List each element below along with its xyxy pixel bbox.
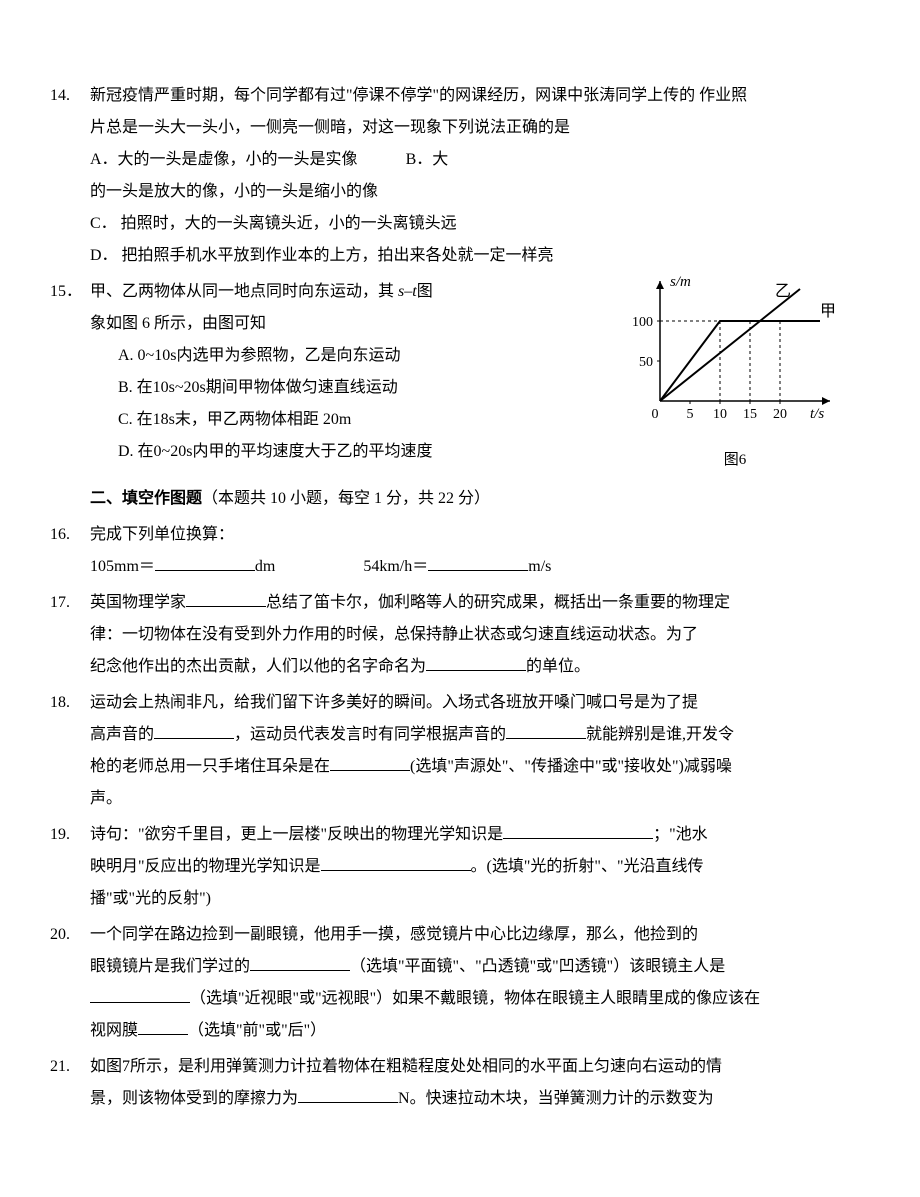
q18-p2a: 高声音的 — [90, 726, 154, 743]
q18-p3a: 枪的老师总用一只手堵住耳朵是在 — [90, 758, 330, 775]
q17-p1a: 英国物理学家 — [90, 594, 186, 611]
q15-stem-1b: s–t — [398, 283, 417, 300]
q20-number: 20. — [50, 919, 70, 951]
question-15: 50 100 5 10 15 20 0 s/m t/s — [90, 276, 850, 475]
ytick-100: 100 — [632, 315, 653, 330]
q20-p2a: 眼镜镜片是我们学过的 — [90, 958, 250, 975]
q19-p2a: 映明月"反应出的物理光学知识是 — [90, 858, 321, 875]
question-19: 19. 诗句："欲穷千里目，更上一层楼"反映出的物理光学知识是；"池水 映明月"… — [90, 819, 850, 915]
q18-number: 18. — [50, 687, 70, 719]
q20-p2b: （选填"平面镜"、"凸透镜"或"凹透镜"）该眼镜主人是 — [350, 958, 725, 975]
q16-d: m/s — [528, 558, 551, 575]
xtick-20: 20 — [773, 407, 787, 422]
q16-b: dm — [255, 558, 275, 575]
question-21: 21. 如图7所示，是利用弹簧测力计拉着物体在粗糙程度处处相同的水平面上匀速向右… — [90, 1051, 850, 1115]
q15-graph-container: 50 100 5 10 15 20 0 s/m t/s — [620, 271, 850, 475]
q19-number: 19. — [50, 819, 70, 851]
q17-number: 17. — [50, 587, 70, 619]
q18-p2c: 就能辨别是谁,开发令 — [586, 726, 734, 743]
question-17: 17. 英国物理学家总结了笛卡尔，伽利略等人的研究成果，概括出一条重要的物理定 … — [90, 587, 850, 683]
line-yi-label: 乙 — [775, 283, 791, 300]
q17-p2: 律：一切物体在没有受到外力作用的时候，总保持静止状态或匀速直线运动状态。为了 — [90, 619, 850, 651]
section-2-desc: （本题共 10 小题，每空 1 分，共 22 分） — [202, 490, 490, 507]
svg-text:0: 0 — [652, 407, 659, 422]
q18-p3b: (选填"声源处"、"传播途中"或"接收处")减弱噪 — [410, 758, 732, 775]
q20-p4a: 视网膜 — [90, 1022, 138, 1039]
q18-p2b: ，运动员代表发言时有同学根据声音的 — [234, 726, 506, 743]
q15-number: 15． — [50, 276, 82, 308]
q16-c: 54km/h＝ — [363, 558, 428, 575]
section-2-title: 二、填空作图题 — [90, 490, 202, 507]
q14-option-b-part2: 的一头是放大的像，小的一头是缩小的像 — [90, 176, 850, 208]
blank — [154, 721, 234, 739]
q16-stem: 完成下列单位换算： — [90, 519, 850, 551]
blank — [321, 853, 471, 871]
question-14: 14. 新冠疫情严重时期，每个同学都有过"停课不停学"的网课经历，网课中张涛同学… — [90, 80, 850, 272]
q20-p4b: （选填"前"或"后"） — [188, 1022, 326, 1039]
question-16: 16. 完成下列单位换算： 105mm＝dm 54km/h＝m/s — [90, 519, 850, 583]
q19-p3: 播"或"光的反射") — [90, 883, 850, 915]
q16-number: 16. — [50, 519, 70, 551]
q14-option-b-part1: B．大 — [406, 151, 449, 168]
q14-option-a: A．大的一头是虚像，小的一头是实像 — [90, 151, 358, 168]
q14-stem-line2: 片总是一头大一头小，一侧亮一侧暗，对这一现象下列说法正确的是 — [90, 112, 850, 144]
q18-p4: 声。 — [90, 783, 850, 815]
q19-p1a: 诗句："欲穷千里目，更上一层楼"反映出的物理光学知识是 — [90, 826, 503, 843]
q17-p3a: 纪念他作出的杰出贡献，人们以他的名字命名为 — [90, 658, 426, 675]
q14-number: 14. — [50, 80, 70, 112]
q17-p3b: 的单位。 — [526, 658, 590, 675]
blank — [250, 953, 350, 971]
blank — [90, 985, 190, 1003]
q21-p2a: 景，则该物体受到的摩擦力为 — [90, 1090, 298, 1107]
question-20: 20. 一个同学在路边捡到一副眼镜，他用手一摸，感觉镜片中心比边缘厚，那么，他捡… — [90, 919, 850, 1047]
q17-p1b: 总结了笛卡尔，伽利略等人的研究成果，概括出一条重要的物理定 — [266, 594, 730, 611]
q19-p1b: ；"池水 — [653, 826, 708, 843]
q15-stem-1c: 图 — [417, 283, 433, 300]
q14-option-d: D． 把拍照手机水平放到作业本的上方，拍出来各处就一定一样亮 — [90, 240, 850, 272]
blank — [330, 753, 410, 771]
blank — [138, 1017, 188, 1035]
y-axis-label: s/m — [670, 274, 691, 290]
xtick-15: 15 — [743, 407, 757, 422]
q15-graph-svg: 50 100 5 10 15 20 0 s/m t/s — [625, 271, 845, 431]
q14-option-c: C． 拍照时，大的一头离镜头近，小的一头离镜头远 — [90, 208, 850, 240]
q19-p2b: 。(选填"光的折射"、"光沿直线传 — [471, 858, 704, 875]
q14-stem-line1: 新冠疫情严重时期，每个同学都有过"停课不停学"的网课经历，网课中张涛同学上传的 … — [90, 80, 850, 112]
blank — [506, 721, 586, 739]
q21-p2b: N。快速拉动木块，当弹簧测力计的示数变为 — [398, 1090, 714, 1107]
q18-p1: 运动会上热闹非凡，给我们留下许多美好的瞬间。入场式各班放开嗓门喊口号是为了提 — [90, 687, 850, 719]
q16-a: 105mm＝ — [90, 558, 155, 575]
line-jia-label: 甲 — [820, 303, 836, 320]
q20-p1: 一个同学在路边捡到一副眼镜，他用手一摸，感觉镜片中心比边缘厚，那么，他捡到的 — [90, 919, 850, 951]
blank — [155, 553, 255, 571]
q20-p3a: （选填"近视眼"或"远视眼"）如果不戴眼镜，物体在眼镜主人眼睛里成的像应该在 — [190, 990, 760, 1007]
xtick-5: 5 — [687, 407, 694, 422]
question-18: 18. 运动会上热闹非凡，给我们留下许多美好的瞬间。入场式各班放开嗓门喊口号是为… — [90, 687, 850, 815]
q21-number: 21. — [50, 1051, 70, 1083]
graph-caption: 图6 — [620, 445, 850, 475]
x-axis-label: t/s — [810, 406, 824, 422]
q21-p1: 如图7所示，是利用弹簧测力计拉着物体在粗糙程度处处相同的水平面上匀速向右运动的情 — [90, 1051, 850, 1083]
blank — [298, 1085, 398, 1103]
xtick-10: 10 — [713, 407, 727, 422]
blank — [428, 553, 528, 571]
blank — [503, 821, 653, 839]
section-2-heading: 二、填空作图题（本题共 10 小题，每空 1 分，共 22 分） — [90, 483, 850, 515]
blank — [186, 589, 266, 607]
blank — [426, 653, 526, 671]
ytick-50: 50 — [639, 355, 653, 370]
q15-stem-1a: 甲、乙两物体从同一地点同时向东运动，其 — [90, 283, 398, 300]
